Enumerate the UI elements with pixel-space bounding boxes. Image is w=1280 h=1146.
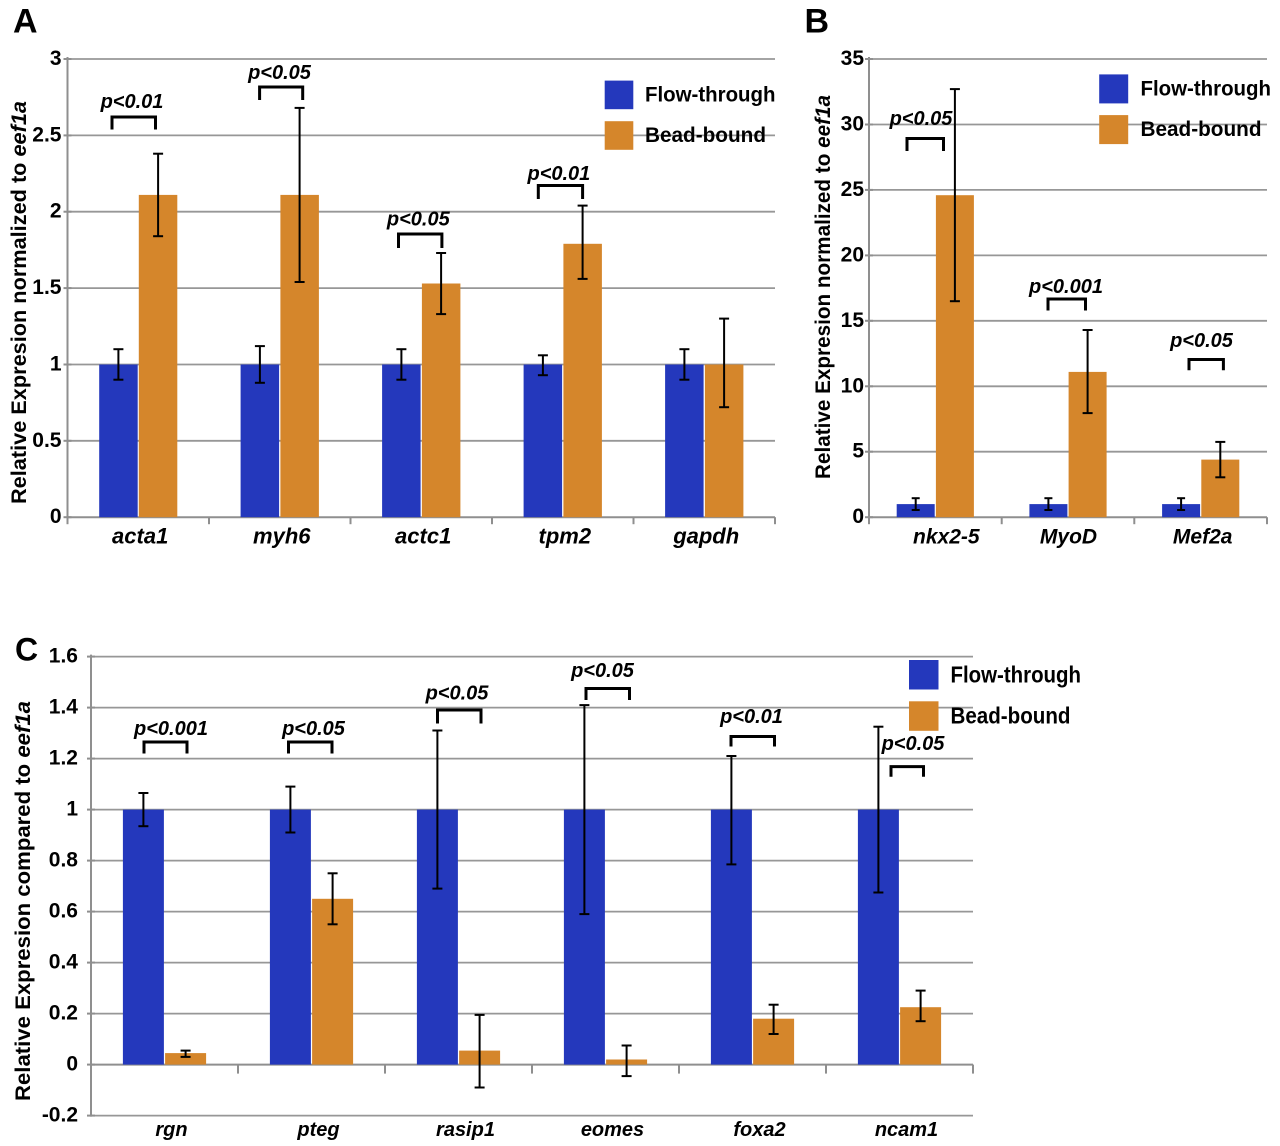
svg-text:0: 0 — [852, 505, 864, 528]
svg-text:1.6: 1.6 — [49, 645, 78, 668]
svg-text:2: 2 — [50, 200, 62, 223]
svg-text:eomes: eomes — [581, 1119, 644, 1141]
svg-text:-0.2: -0.2 — [42, 1104, 78, 1127]
svg-text:gapdh: gapdh — [672, 524, 739, 549]
svg-text:3: 3 — [50, 47, 62, 70]
svg-text:p<0.05: p<0.05 — [570, 660, 635, 682]
svg-text:B: B — [805, 3, 830, 41]
svg-text:myh6: myh6 — [253, 524, 311, 549]
svg-text:0.4: 0.4 — [49, 951, 79, 974]
svg-text:acta1: acta1 — [112, 524, 168, 549]
svg-text:5: 5 — [852, 440, 864, 463]
svg-text:tpm2: tpm2 — [539, 524, 592, 549]
svg-text:1: 1 — [50, 353, 62, 376]
svg-text:15: 15 — [841, 309, 865, 332]
svg-text:0.2: 0.2 — [49, 1002, 78, 1025]
svg-text:Bead-bound: Bead-bound — [951, 703, 1071, 729]
svg-text:0: 0 — [66, 1053, 78, 1076]
svg-text:Relative Expresion normalized: Relative Expresion normalized to eef1a — [812, 95, 835, 479]
svg-text:35: 35 — [841, 47, 865, 70]
svg-text:Bead-bound: Bead-bound — [1141, 118, 1262, 141]
svg-text:p<0.001: p<0.001 — [1028, 276, 1103, 298]
svg-text:p<0.05: p<0.05 — [425, 683, 490, 705]
svg-text:p<0.05: p<0.05 — [281, 718, 346, 740]
svg-text:1.2: 1.2 — [49, 747, 78, 770]
svg-text:Flow-through: Flow-through — [645, 84, 776, 107]
svg-text:p<0.01: p<0.01 — [100, 91, 164, 113]
svg-text:p<0.05: p<0.05 — [1169, 330, 1234, 352]
svg-text:p<0.05: p<0.05 — [386, 209, 451, 231]
svg-text:Relative Expresion normalized: Relative Expresion normalized to eef1a — [8, 101, 31, 504]
svg-text:foxa2: foxa2 — [733, 1119, 785, 1141]
svg-text:Flow-through: Flow-through — [951, 662, 1082, 688]
svg-text:p<0.05: p<0.05 — [889, 108, 954, 130]
svg-text:0.8: 0.8 — [49, 849, 79, 872]
svg-text:20: 20 — [841, 243, 864, 266]
svg-text:ncam1: ncam1 — [875, 1119, 938, 1141]
svg-text:A: A — [13, 3, 38, 41]
svg-text:rgn: rgn — [155, 1119, 187, 1141]
svg-text:Bead-bound: Bead-bound — [645, 124, 766, 147]
svg-text:2.5: 2.5 — [32, 123, 62, 146]
svg-text:1.5: 1.5 — [32, 276, 62, 299]
svg-text:nkx2-5: nkx2-5 — [913, 526, 980, 549]
svg-text:p<0.05: p<0.05 — [881, 733, 946, 755]
svg-text:p<0.01: p<0.01 — [526, 163, 590, 185]
svg-text:25: 25 — [841, 178, 865, 201]
svg-text:p<0.001: p<0.001 — [133, 718, 208, 740]
svg-text:actc1: actc1 — [395, 524, 451, 549]
svg-text:p<0.05: p<0.05 — [247, 62, 312, 84]
svg-text:0.5: 0.5 — [32, 429, 62, 452]
svg-text:rasip1: rasip1 — [436, 1119, 495, 1141]
svg-text:Mef2a: Mef2a — [1173, 526, 1233, 549]
svg-text:Flow-through: Flow-through — [1141, 78, 1272, 101]
svg-text:1: 1 — [66, 798, 78, 821]
svg-text:10: 10 — [841, 374, 864, 397]
svg-text:30: 30 — [841, 113, 864, 136]
svg-text:pteg: pteg — [296, 1119, 339, 1141]
svg-text:p<0.01: p<0.01 — [719, 706, 783, 728]
svg-text:0: 0 — [50, 505, 62, 528]
svg-text:1.4: 1.4 — [49, 696, 79, 719]
svg-text:C: C — [15, 632, 38, 668]
svg-text:Relative Expresion compared to: Relative Expresion compared to eef1a — [12, 701, 35, 1101]
svg-text:MyoD: MyoD — [1040, 526, 1097, 549]
svg-text:0.6: 0.6 — [49, 900, 78, 923]
